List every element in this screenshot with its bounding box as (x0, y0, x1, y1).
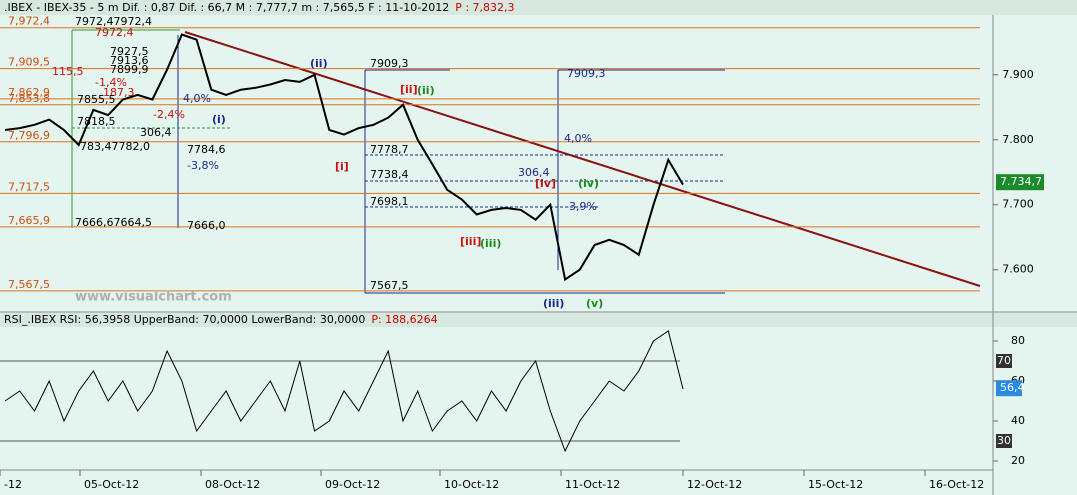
level-label: 7,665,9 (8, 214, 50, 227)
annotation: (iii) (480, 237, 501, 250)
annotation: 187,3 (103, 86, 135, 99)
x-tick-label: 16-Oct-12 (929, 478, 984, 491)
annotation: (iv) (578, 177, 599, 190)
x-tick-label: 11-Oct-12 (565, 478, 620, 491)
annotation: (ii) (310, 57, 328, 70)
annotation: [ii] (400, 83, 418, 96)
level-label: 7,567,5 (8, 278, 50, 291)
level-label: 7,909,5 (8, 56, 50, 69)
header-bar (0, 0, 1077, 15)
annotation: 115,5 (52, 65, 84, 78)
annotation: -1,4% (95, 76, 127, 89)
annotation: (iii) (543, 297, 564, 310)
band-box (996, 434, 1012, 448)
last-value-box (996, 380, 1022, 397)
last-value-label: 7.734,7 (1000, 175, 1042, 188)
annotation: 7972,47972,4 (75, 15, 152, 28)
series-line (4, 330, 684, 453)
chart-header: .IBEX - IBEX-35 - 5 m Dif. : 0,87 Dif. :… (4, 1, 449, 14)
chart-header-price: P : 7,832,3 (455, 1, 514, 14)
x-tick-label: 15-Oct-12 (808, 478, 863, 491)
x-tick-label: 05-Oct-12 (84, 478, 139, 491)
annotation: 7567,5 (370, 279, 409, 292)
y-tick-label: 40 (1011, 414, 1025, 427)
annotation: 7698,1 (370, 195, 409, 208)
annotation: 7899,9 (110, 63, 149, 76)
y-tick-label: 20 (1011, 454, 1025, 467)
band-box (996, 354, 1012, 368)
annotation: 7913,6 (110, 54, 149, 67)
annotation: 7666,0 (187, 219, 226, 232)
annotation: 7909,3 (370, 57, 409, 70)
annotation: -3,9% (565, 200, 597, 213)
annotation: 4,0% (564, 132, 592, 145)
band-label: 30 (997, 434, 1011, 447)
level-label: 7,717,5 (8, 180, 50, 193)
y-tick-label: 80 (1011, 334, 1025, 347)
level-label: 7,796,9 (8, 129, 50, 142)
rsi-header: RSI_.IBEX RSI: 56,3958 UpperBand: 70,000… (4, 313, 365, 326)
annotation: 7784,6 (187, 143, 226, 156)
annotation: -3,8% (187, 159, 219, 172)
band-label: 70 (997, 354, 1011, 367)
annotation: -2,4% (153, 108, 185, 121)
level-label: 7,862,9 (8, 86, 50, 99)
annotation: 4,0% (183, 92, 211, 105)
annotation: 7909,3 (567, 67, 606, 80)
annotation: 7855,5 (77, 93, 116, 106)
x-tick-label: 08-Oct-12 (205, 478, 260, 491)
header-bar (0, 313, 1077, 327)
annotation: 7738,4 (370, 168, 409, 181)
y-tick-label: 7.800 (1002, 133, 1034, 146)
annotation: [iii] (460, 235, 481, 248)
annotation: (v) (586, 297, 603, 310)
y-tick-label: 7.600 (1002, 263, 1034, 276)
annotation: 7666,67664,5 (75, 216, 152, 229)
annotation: 306,4 (518, 166, 550, 179)
annotation: [iv] (535, 177, 556, 190)
rsi-header-price: P: 188,6264 (371, 313, 437, 326)
annotation: (ii) (417, 84, 435, 97)
last-value-label: 56,4 (1000, 381, 1025, 394)
level-label: 7,853,8 (8, 92, 50, 105)
x-tick-label: 09-Oct-12 (325, 478, 380, 491)
annotation: (i) (212, 113, 226, 126)
annotation: 7927,5 (110, 45, 149, 58)
trendline (184, 31, 981, 287)
annotation: www.visualchart.com (75, 290, 232, 305)
y-tick-label: 7.900 (1002, 68, 1034, 81)
x-tick-label: 10-Oct-12 (444, 478, 499, 491)
annotation: 783,47782,0 (80, 140, 150, 153)
series-line (4, 33, 684, 282)
annotation: 7818,5 (77, 115, 116, 128)
annotation: [i] (335, 160, 349, 173)
annotation: 306,4 (140, 126, 172, 139)
level-label: 7,972,4 (8, 15, 50, 28)
x-tick-label: 12-Oct-12 (687, 478, 742, 491)
annotation: 7778,7 (370, 143, 409, 156)
last-value-box (996, 174, 1044, 191)
y-tick-label: 7.700 (1002, 198, 1034, 211)
x-tick-label: -12 (4, 478, 22, 491)
drawings (71, 29, 981, 294)
annotation: 7972,4 (95, 26, 134, 39)
